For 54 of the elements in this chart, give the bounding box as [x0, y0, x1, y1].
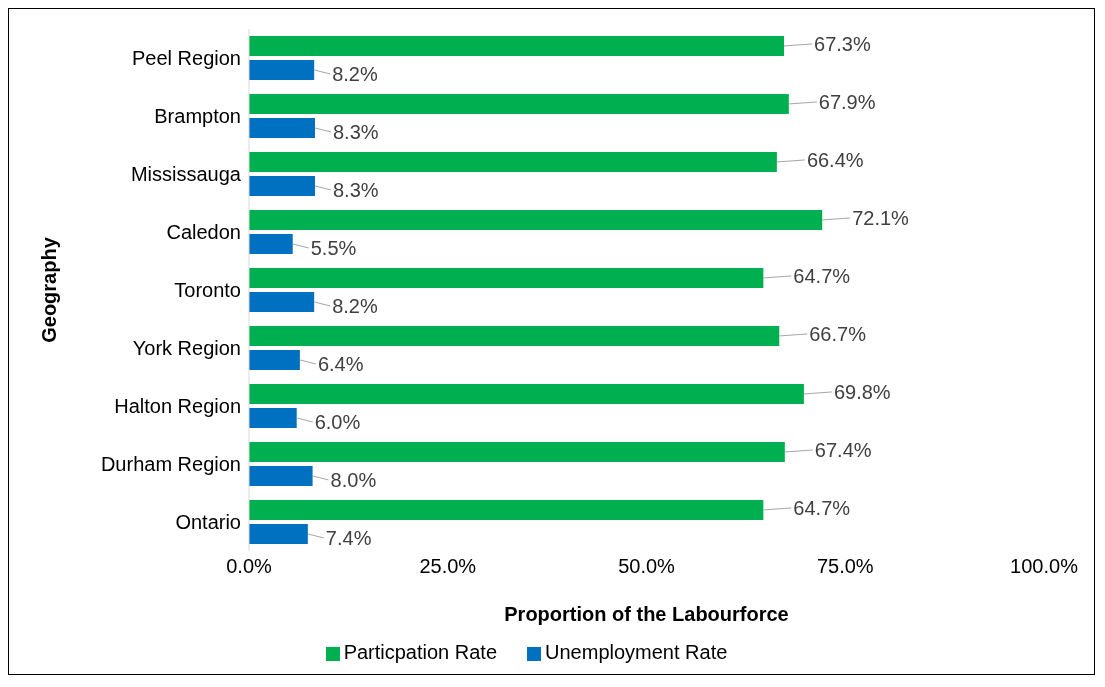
x-axis-title: Proportion of the Labourforce [504, 603, 789, 625]
bar [249, 441, 785, 462]
data-label: 64.7% [793, 264, 851, 287]
bar [249, 499, 764, 520]
y-tick-label: Peel Region [132, 47, 241, 70]
data-label: 69.8% [833, 380, 891, 403]
x-tick-label: 75.0% [816, 555, 874, 578]
y-tick-label: Durham Region [100, 453, 241, 476]
data-label: 66.7% [809, 322, 867, 345]
y-tick-label: Ontario [175, 511, 241, 534]
data-label: 8.3% [332, 178, 379, 201]
x-tick-label: 50.0% [618, 555, 676, 578]
bar [249, 93, 789, 114]
data-label: 8.2% [332, 294, 378, 317]
data-label: 72.1% [852, 206, 910, 229]
y-tick-label: Halton Region [114, 395, 241, 418]
bar [249, 209, 823, 230]
data-label: 5.5% [310, 236, 357, 259]
data-label: 6.0% [314, 410, 361, 433]
bar [249, 291, 315, 312]
bar [249, 383, 804, 404]
bar [249, 465, 313, 486]
data-label: 8.3% [332, 120, 379, 143]
bar [249, 349, 300, 370]
data-label: 64.7% [793, 496, 851, 519]
y-tick-label: Caledon [166, 221, 241, 244]
bar [249, 59, 315, 80]
bar [249, 325, 780, 346]
x-tick-label: 0.0% [226, 555, 273, 578]
data-label: 8.0% [330, 468, 377, 491]
legend-label: Particpation Rate [343, 641, 498, 663]
y-tick-label: Mississauga [130, 163, 242, 186]
bar [249, 233, 293, 254]
data-label: 8.2% [332, 62, 378, 85]
bar [249, 175, 315, 196]
bar [249, 117, 315, 138]
y-tick-label: Toronto [174, 279, 241, 302]
bar [249, 151, 777, 172]
data-label: 67.3% [814, 32, 871, 55]
y-tick-label: Brampton [154, 105, 241, 128]
bar [249, 35, 785, 56]
data-label: 6.4% [317, 352, 364, 375]
data-label: 67.9% [818, 90, 876, 113]
x-tick-label: 100.0% [1010, 555, 1079, 578]
x-tick-label: 25.0% [419, 555, 477, 578]
legend-label: Unemployment Rate [545, 641, 728, 663]
y-axis-title: Geography [38, 236, 61, 343]
data-label: 67.4% [814, 438, 872, 461]
bar [249, 407, 297, 428]
y-tick-label: York Region [132, 337, 241, 360]
bar [249, 267, 764, 288]
data-label: 66.4% [806, 148, 864, 171]
bar [249, 523, 308, 544]
data-label: 7.4% [325, 526, 372, 549]
